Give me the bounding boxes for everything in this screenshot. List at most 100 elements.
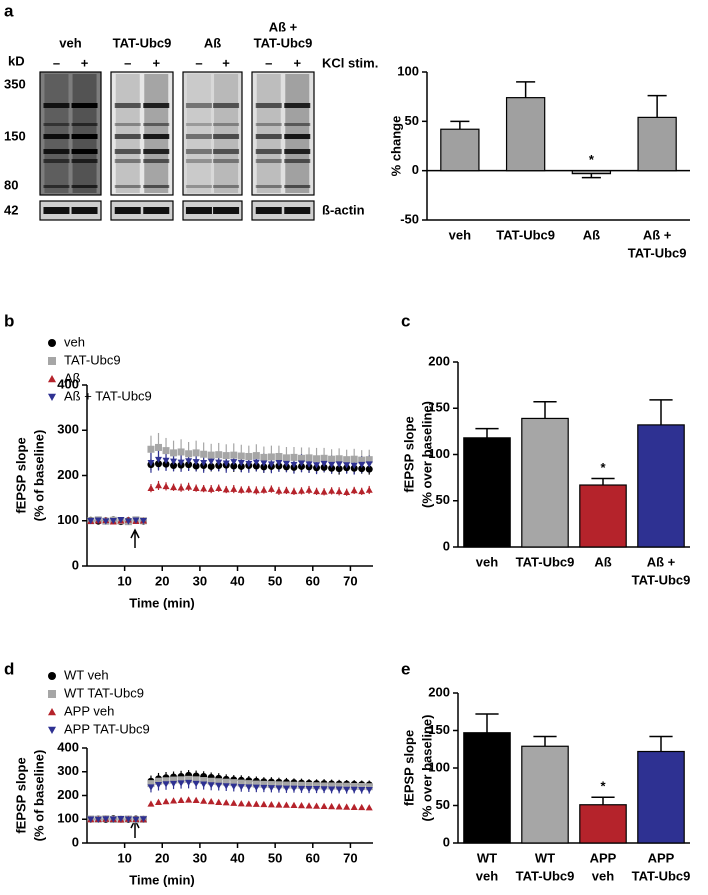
blot-band	[143, 185, 170, 188]
blot-band	[255, 185, 282, 188]
data-point	[177, 780, 185, 787]
data-point	[267, 485, 275, 492]
data-point	[282, 801, 290, 808]
x-tick-label: 30	[193, 850, 207, 865]
blot-lane	[72, 74, 97, 193]
legend-marker	[48, 726, 56, 734]
legend-marker	[48, 393, 56, 401]
data-point	[230, 462, 238, 470]
blot-band	[185, 207, 212, 214]
data-point	[200, 460, 208, 467]
data-point	[87, 517, 95, 525]
data-point	[252, 800, 260, 807]
blot-band	[143, 149, 170, 154]
data-point	[328, 802, 336, 810]
data-point	[147, 784, 155, 791]
blot-band	[213, 207, 240, 214]
stim-sign: –	[265, 55, 272, 70]
blot-band	[43, 123, 70, 126]
data-point	[215, 778, 223, 786]
data-point	[222, 799, 230, 806]
bar	[505, 97, 546, 172]
data-point	[320, 786, 328, 793]
data-point	[245, 452, 253, 460]
data-point	[305, 782, 313, 790]
data-point	[200, 781, 208, 788]
y-tick-label: 100	[428, 759, 450, 774]
data-point	[343, 462, 351, 469]
data-point	[185, 796, 193, 803]
data-point	[170, 483, 178, 491]
data-point	[343, 803, 351, 810]
data-point	[358, 787, 366, 794]
blot-band	[114, 134, 141, 139]
panel-label: e	[401, 659, 410, 678]
data-point	[260, 453, 268, 461]
data-point	[350, 782, 358, 790]
data-point	[252, 784, 260, 791]
data-point	[215, 451, 223, 459]
blot-band	[114, 159, 141, 163]
data-point	[335, 455, 343, 463]
stim-label: KCl stim.	[322, 55, 378, 70]
blot-band	[284, 123, 311, 126]
blot-lane	[285, 74, 310, 193]
y-tick-label: 200	[428, 684, 450, 699]
data-point	[117, 815, 125, 823]
data-point	[358, 461, 366, 469]
data-point	[162, 447, 170, 455]
blot-panel	[110, 200, 174, 221]
bar	[463, 732, 511, 844]
data-point	[260, 800, 268, 808]
data-point	[305, 454, 313, 462]
data-point	[350, 455, 358, 463]
y-tick-label: -50	[400, 211, 419, 226]
data-point	[102, 518, 110, 525]
data-point	[290, 801, 298, 809]
data-point	[155, 777, 162, 785]
data-point	[252, 780, 260, 788]
data-point	[102, 816, 110, 823]
data-point	[305, 786, 313, 793]
y-tick-label: 50	[436, 797, 450, 812]
data-point	[305, 461, 313, 468]
stimulus-arrow	[130, 528, 140, 548]
data-point	[237, 452, 245, 460]
blot-band	[143, 123, 170, 126]
data-point	[155, 460, 162, 468]
data-point	[275, 487, 283, 494]
data-point	[313, 462, 321, 469]
legend-marker	[48, 339, 56, 347]
y-tick-label: 100	[57, 811, 79, 826]
data-point	[298, 801, 305, 809]
y-tick-label: 0	[443, 538, 450, 553]
data-point	[350, 462, 358, 470]
data-point	[298, 785, 305, 793]
data-point	[365, 461, 373, 468]
data-point	[275, 452, 283, 460]
y-tick-label: 0	[72, 557, 79, 572]
data-point	[275, 801, 283, 808]
data-point	[305, 486, 313, 493]
data-point	[147, 460, 155, 467]
data-point	[147, 780, 155, 788]
x-tick-label: WT	[535, 850, 555, 865]
data-point	[177, 484, 185, 491]
data-point	[177, 776, 185, 784]
lane-label: veh	[59, 35, 81, 50]
data-point	[365, 783, 373, 791]
blot-band	[255, 149, 282, 154]
data-point	[252, 459, 260, 466]
data-point	[185, 461, 193, 469]
lane-label: TAT-Ubc9	[113, 35, 172, 50]
y-axis-label: (% of baseline)	[31, 430, 46, 522]
data-point	[237, 462, 245, 470]
stim-sign: +	[152, 55, 160, 70]
stim-sign: +	[293, 55, 301, 70]
x-axis-label: Time (min)	[129, 872, 195, 887]
data-point	[147, 445, 155, 453]
blot-band	[255, 159, 282, 163]
data-point	[147, 800, 155, 807]
blot-band	[284, 185, 311, 188]
legend-label: APP veh	[64, 703, 114, 718]
